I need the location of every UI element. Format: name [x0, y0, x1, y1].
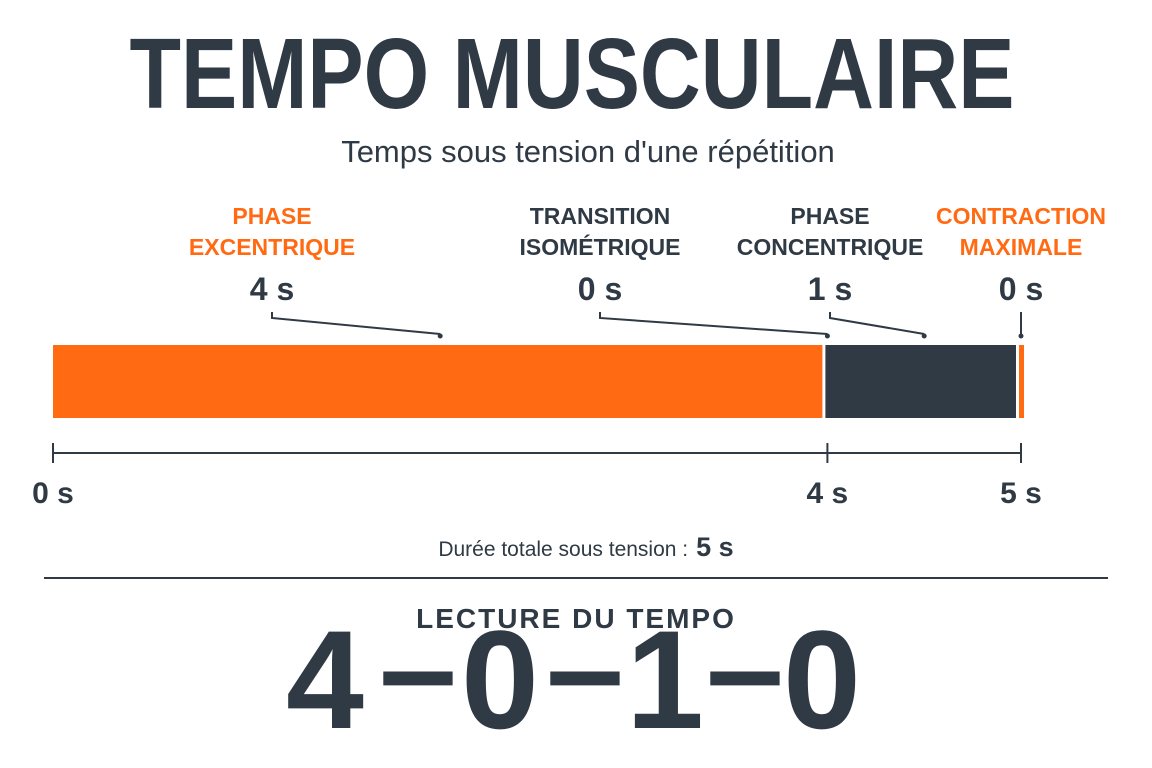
phase-label: PHASE CONCENTRIQUE [737, 203, 924, 260]
phase-label-line: PHASE [232, 203, 311, 229]
phase-duration: 0 s [999, 271, 1043, 307]
tempo-separator: – [546, 589, 624, 746]
tempo-separator: – [706, 589, 784, 746]
leader-tip [437, 333, 443, 339]
leader-line [829, 312, 925, 335]
phase-segment [827, 345, 1021, 418]
phase-duration: 4 s [250, 271, 294, 307]
phase-label-line: CONCENTRIQUE [737, 234, 924, 260]
phase-label-line: MAXIMALE [960, 234, 1083, 260]
phase-duration: 0 s [578, 271, 622, 307]
leader-line [599, 312, 828, 335]
phase-marker [1019, 345, 1024, 418]
leader-tip [1018, 333, 1024, 339]
total-duration: Durée totale sous tension : 5 s [438, 532, 733, 562]
phase-label-line: ISOMÉTRIQUE [519, 233, 680, 260]
tempo-digit: 0 [783, 601, 861, 758]
tick-label: 0 s [32, 477, 74, 510]
tempo-title: LECTURE DU TEMPO [416, 603, 736, 634]
phase-label: PHASE EXCENTRIQUE [189, 203, 355, 260]
tick-label: 5 s [1000, 477, 1042, 510]
leader-line [271, 312, 441, 335]
total-value: 5 s [696, 532, 734, 562]
tick-label: 4 s [807, 477, 849, 510]
phase-label: CONTRACTION MAXIMALE [936, 203, 1106, 260]
phase-label-line: TRANSITION [530, 203, 671, 229]
leader-tip [921, 333, 927, 339]
tempo-separator: – [379, 589, 457, 746]
total-label: Durée totale sous tension : [438, 538, 688, 561]
tempo-digit: 0 [461, 601, 539, 758]
phase-duration: 1 s [808, 271, 852, 307]
tempo-digit: 1 [626, 601, 704, 758]
subtitle: Temps sous tension d'une répétition [341, 134, 835, 169]
phase-label-line: EXCENTRIQUE [189, 234, 355, 260]
title: TEMPO MUSCULAIRE [130, 18, 1015, 130]
tempo-digit: 4 [286, 601, 364, 758]
phase-label: TRANSITION ISOMÉTRIQUE [519, 203, 680, 260]
phase-label-line: PHASE [790, 203, 869, 229]
phase-segment [53, 345, 828, 418]
leader-tip [824, 333, 830, 339]
phase-label-line: CONTRACTION [936, 203, 1106, 229]
